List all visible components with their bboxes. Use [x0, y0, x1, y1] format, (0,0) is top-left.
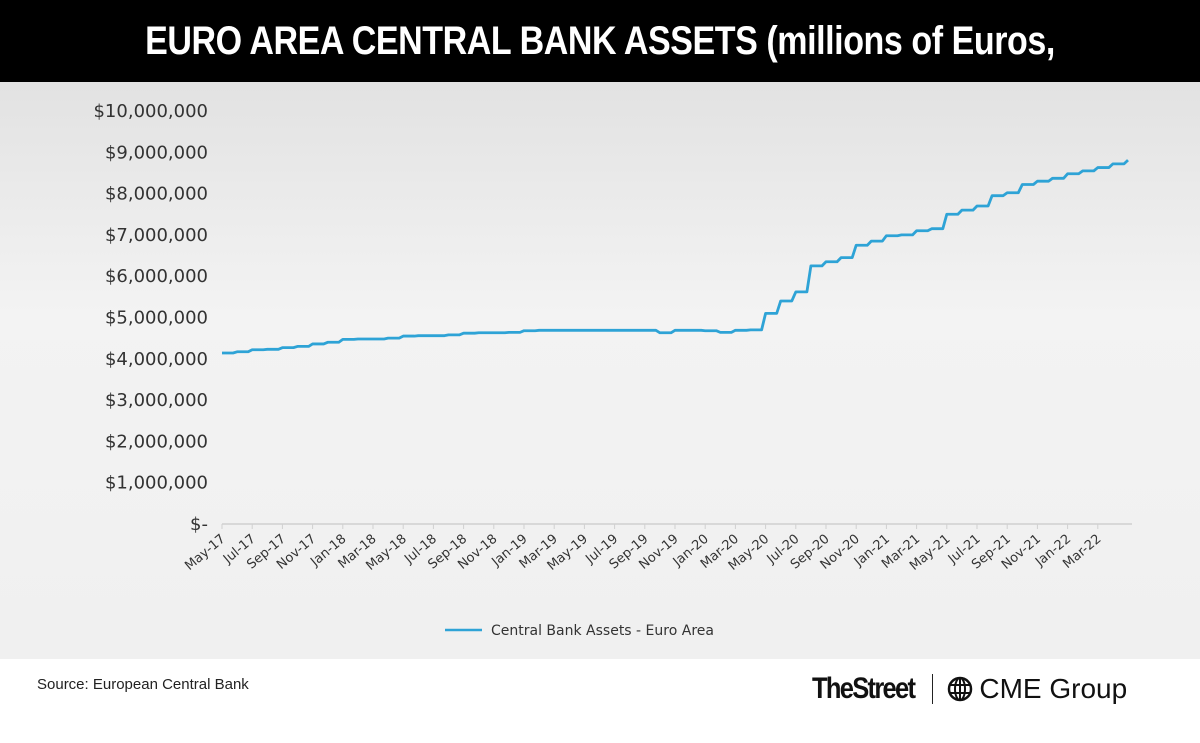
cme-logo-text: CME Group — [979, 673, 1128, 704]
chart-title-bar: EURO AREA CENTRAL BANK ASSETS (millions … — [0, 0, 1200, 145]
thestreet-logo: TheStreet — [812, 672, 916, 705]
cme-logo: CME Group — [947, 673, 1127, 705]
y-tick-label: $10,000,000 — [93, 101, 208, 122]
globe-icon — [948, 676, 973, 702]
y-tick-label: $7,000,000 — [105, 225, 208, 246]
y-tick-label: $2,000,000 — [105, 431, 208, 452]
y-tick-label: $4,000,000 — [105, 349, 208, 370]
y-tick-label: $8,000,000 — [105, 184, 208, 205]
logo-divider — [932, 674, 934, 704]
y-tick-label: $- — [190, 514, 208, 535]
source-note: Source: European Central Bank — [37, 676, 249, 693]
series-line-central-bank-assets — [222, 159, 1129, 355]
logos: TheStreet CME Group — [812, 672, 1127, 706]
y-tick-label: $9,000,000 — [105, 142, 208, 163]
y-tick-label: $1,000,000 — [105, 473, 208, 494]
chart-background — [0, 82, 1200, 659]
y-tick-label: $5,000,000 — [105, 308, 208, 329]
y-tick-label: $3,000,000 — [105, 390, 208, 411]
y-tick-label: $6,000,000 — [105, 266, 208, 287]
legend-label: Central Bank Assets - Euro Area — [491, 623, 714, 639]
x-tick-label: May-17 — [182, 532, 228, 574]
